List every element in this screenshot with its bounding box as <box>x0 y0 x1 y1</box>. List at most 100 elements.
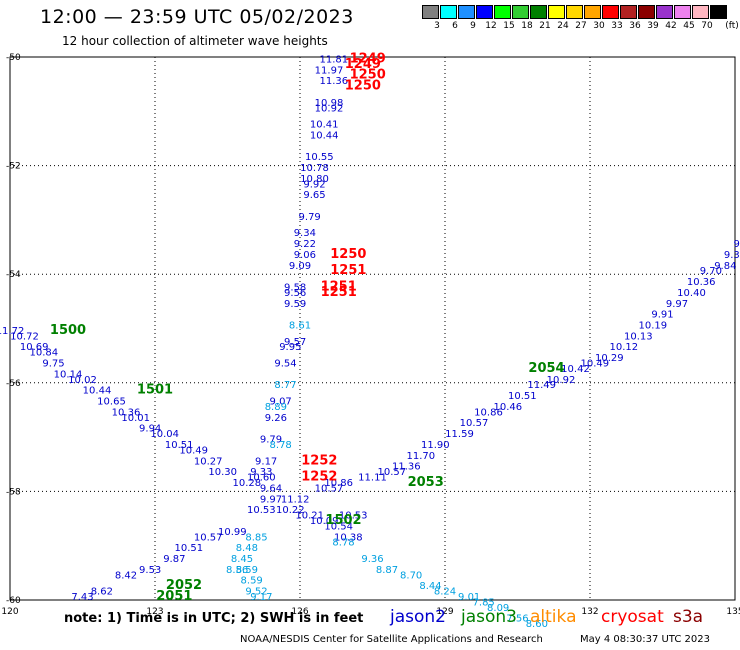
wave-height-value: 9.59 <box>284 299 306 310</box>
chart-title: 12:00 — 23:59 UTC 05/02/2023 <box>40 6 354 28</box>
generation-timestamp: May 4 08:30:37 UTC 2023 <box>580 634 710 645</box>
legend-swatch <box>602 5 619 19</box>
pass-time-label: 1250 <box>330 247 366 262</box>
legend-label: 36 <box>629 21 641 31</box>
wave-height-value: 10.57 <box>194 532 223 543</box>
wave-height-value: 11.36 <box>392 462 421 473</box>
plot-frame <box>9 56 736 601</box>
wave-height-value: 8.45 <box>231 554 253 565</box>
pass-time-label: 1252 <box>301 470 337 485</box>
wave-height-value: 7.85 <box>473 597 495 608</box>
wave-height-value: 8.09 <box>487 603 509 614</box>
legend-label: 30 <box>593 21 605 31</box>
wave-height-value: 10.57 <box>315 483 344 494</box>
wave-height-value: 9.53 <box>139 565 161 576</box>
pass-time-label: 2051 <box>156 589 192 604</box>
wave-height-value: 8.77 <box>274 380 296 391</box>
legend-swatch <box>530 5 547 19</box>
wave-height-value: 10.49 <box>179 445 208 456</box>
wave-height-value: 10.98 <box>315 98 344 109</box>
wave-height-value: 10.54 <box>324 521 353 532</box>
wave-height-value: 11.11 <box>358 473 387 484</box>
wave-height-value: 10.46 <box>494 402 523 413</box>
wave-height-value: 8.89 <box>265 402 287 413</box>
wave-height-value: 10.01 <box>121 413 150 424</box>
legend-label: 3 <box>434 21 440 31</box>
pass-time-label: 2052 <box>166 578 202 593</box>
wave-height-value: 9.97 <box>260 494 282 505</box>
satellite-label-s3a: s3a <box>673 607 704 627</box>
wave-height-value: 10.86 <box>324 478 353 489</box>
legend-swatch <box>584 5 601 19</box>
y-tick-label: -50 <box>6 53 21 63</box>
wave-height-value: 9.79 <box>299 212 321 223</box>
pass-time-label: 1502 <box>325 513 361 528</box>
wave-height-value: 10.13 <box>624 331 653 342</box>
wave-height-value: 8.61 <box>289 321 311 332</box>
wave-height-value: 9.38 <box>724 250 740 261</box>
wave-height-value: 8.70 <box>400 570 422 581</box>
wave-height-value: 10.36 <box>687 277 716 288</box>
wave-height-value: 10.04 <box>150 429 179 440</box>
wave-height-value: 9.17 <box>255 456 277 467</box>
legend-swatch <box>692 5 709 19</box>
wave-height-value: 9.87 <box>163 554 185 565</box>
wave-height-value: 9.76 <box>734 239 740 250</box>
wave-height-value: 9.26 <box>265 413 287 424</box>
pass-time-label: 1251 <box>321 285 357 300</box>
wave-height-value: 7.56 <box>506 614 528 625</box>
pass-time-label: 1251 <box>330 263 366 278</box>
wave-height-value: 8.59 <box>241 576 263 587</box>
wave-height-value: 8.87 <box>376 565 398 576</box>
wave-height-value: 9.17 <box>250 592 272 603</box>
y-tick-label: -58 <box>6 487 21 497</box>
legend-swatch <box>710 5 727 19</box>
x-tick-label: 123 <box>146 607 163 617</box>
wave-height-value: 9.65 <box>303 190 325 201</box>
pass-time-label: 1250 <box>350 68 386 83</box>
x-tick-label: 129 <box>436 607 453 617</box>
wave-height-value: 11.49 <box>527 380 556 391</box>
x-tick-label: 126 <box>291 607 308 617</box>
wave-height-value: 10.29 <box>595 353 624 364</box>
wave-height-value: 7.43 <box>71 592 93 603</box>
wave-height-value: 9.33 <box>250 467 272 478</box>
legend-label: 70 <box>701 21 713 31</box>
wave-height-value: 8.42 <box>115 570 137 581</box>
legend-swatch <box>476 5 493 19</box>
wave-height-value: 10.57 <box>460 418 489 429</box>
wave-height-value: 10.41 <box>310 120 339 131</box>
wave-height-value: 10.51 <box>175 543 204 554</box>
wave-height-value: 9.97 <box>666 299 688 310</box>
wave-height-value: 9.56 <box>284 288 306 299</box>
pass-time-label: 1249 <box>345 57 381 72</box>
wave-height-value: 10.09 <box>310 516 339 527</box>
wave-height-value: 10.53 <box>247 505 276 516</box>
wave-height-value: 9.36 <box>361 554 383 565</box>
wave-height-value: 8.85 <box>245 532 267 543</box>
legend-swatch <box>494 5 511 19</box>
wave-height-value: 10.02 <box>68 375 97 386</box>
wave-height-value: 11.12 <box>281 494 310 505</box>
pass-time-label: 1251 <box>321 279 357 294</box>
wave-height-value: 10.42 <box>561 364 590 375</box>
wave-height-value: 8.60 <box>526 619 548 630</box>
legend-unit: (ft) <box>725 21 739 31</box>
wave-height-value: 10.80 <box>300 174 329 185</box>
wave-height-value: 10.40 <box>677 288 706 299</box>
wave-height-value: 8.78 <box>332 538 354 549</box>
y-tick-label: -60 <box>6 596 21 606</box>
wave-height-value: 10.69 <box>20 342 49 353</box>
legend-label: 18 <box>521 21 533 31</box>
legend-label: 42 <box>665 21 677 31</box>
wave-height-value: 10.55 <box>305 152 334 163</box>
wave-height-value: 8.56 <box>226 565 248 576</box>
wave-height-value: 10.12 <box>610 342 639 353</box>
wave-height-value: 9.84 <box>714 261 736 272</box>
pass-time-label: 2054 <box>528 361 564 376</box>
legend-label: 39 <box>647 21 659 31</box>
legend-swatch <box>512 5 529 19</box>
y-tick-label: -52 <box>6 162 21 172</box>
y-tick-label: -54 <box>6 270 21 280</box>
